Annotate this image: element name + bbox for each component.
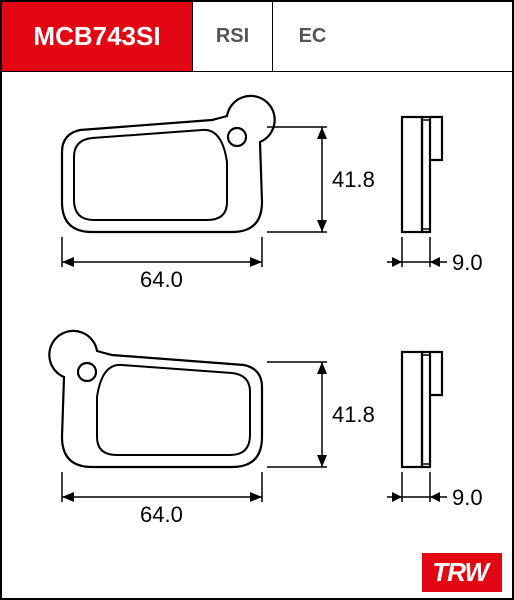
pad2-dim-height	[267, 362, 327, 467]
product-code: MCB743SI	[2, 2, 192, 71]
header: MCB743SI RSI EC	[2, 2, 512, 72]
pad1-dim-height	[267, 127, 327, 232]
pad2-face	[49, 331, 262, 467]
pad1-thick-label: 9.0	[452, 250, 483, 276]
pad2-width-label: 64.0	[140, 502, 183, 528]
pad1-side	[402, 117, 442, 232]
technical-drawing	[2, 72, 512, 600]
pad2-dim-thickness	[387, 472, 447, 502]
variant-0: RSI	[192, 2, 272, 71]
pad1-dim-width	[62, 237, 262, 267]
pad1-width-label: 64.0	[140, 267, 183, 293]
brand-logo: TRW	[422, 553, 502, 592]
drawing-area: 64.0 41.8 9.0 64.0 41.8 9.0 TRW	[2, 72, 512, 598]
pad1-dim-thickness	[387, 237, 447, 267]
pad1-height-label: 41.8	[332, 167, 375, 193]
variant-1: EC	[272, 2, 352, 71]
pad1-face	[62, 96, 275, 232]
pad2-height-label: 41.8	[332, 402, 375, 428]
diagram-container: MCB743SI RSI EC	[0, 0, 514, 600]
pad2-dim-width	[62, 472, 262, 502]
pad2-thick-label: 9.0	[452, 485, 483, 511]
pad2-side	[402, 352, 442, 467]
